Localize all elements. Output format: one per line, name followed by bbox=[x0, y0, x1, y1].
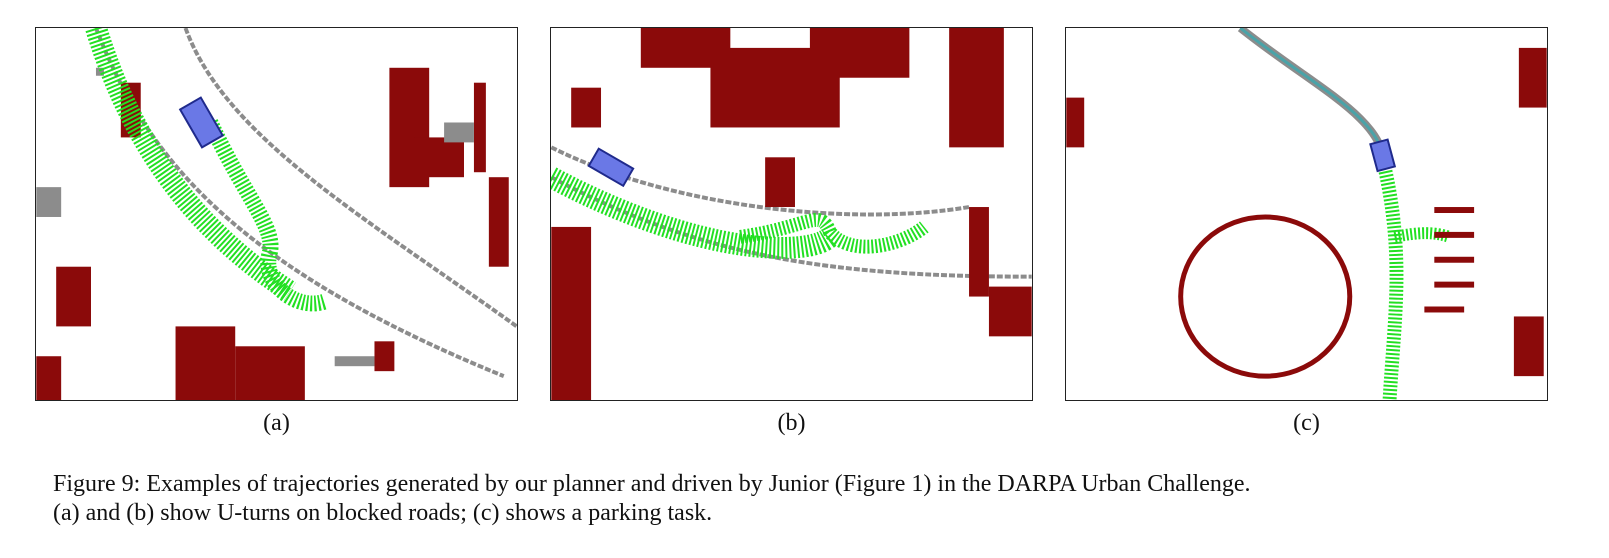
gray-scatter bbox=[36, 67, 474, 367]
roundabout-ring bbox=[1178, 214, 1353, 379]
road-edge bbox=[94, 28, 505, 378]
map-panel-c bbox=[1065, 27, 1548, 401]
trajectory bbox=[203, 119, 328, 312]
trajectory bbox=[551, 167, 838, 259]
figure-caption: Figure 9: Examples of trajectories gener… bbox=[53, 470, 1573, 528]
trajectory bbox=[1393, 227, 1452, 243]
obstacle-cluster bbox=[551, 28, 1032, 400]
car-icon bbox=[587, 147, 635, 188]
subfigure-label-b: (b) bbox=[777, 410, 806, 436]
car-icon bbox=[178, 96, 225, 149]
map-panel-b bbox=[550, 27, 1033, 401]
map-panel-a bbox=[35, 27, 518, 401]
parking-lines bbox=[1066, 47, 1547, 377]
caption-line-1: Figure 9: Examples of trajectories gener… bbox=[53, 471, 1251, 497]
subfigure-label-a: (a) bbox=[263, 410, 290, 436]
map-b-svg bbox=[551, 28, 1032, 400]
map-c-svg bbox=[1066, 28, 1547, 400]
road-edge bbox=[1237, 28, 1389, 168]
map-a-svg bbox=[36, 28, 517, 400]
subfigure-label-c: (c) bbox=[1293, 410, 1320, 436]
trajectory bbox=[739, 212, 929, 254]
car-icon bbox=[1369, 138, 1397, 173]
trajectory bbox=[1377, 165, 1404, 400]
road-edge bbox=[551, 175, 1032, 279]
caption-line-2: (a) and (b) show U-turns on blocked road… bbox=[53, 500, 713, 526]
trajectory bbox=[85, 28, 296, 301]
obstacle-cluster bbox=[36, 67, 509, 400]
road-edge bbox=[183, 28, 517, 329]
